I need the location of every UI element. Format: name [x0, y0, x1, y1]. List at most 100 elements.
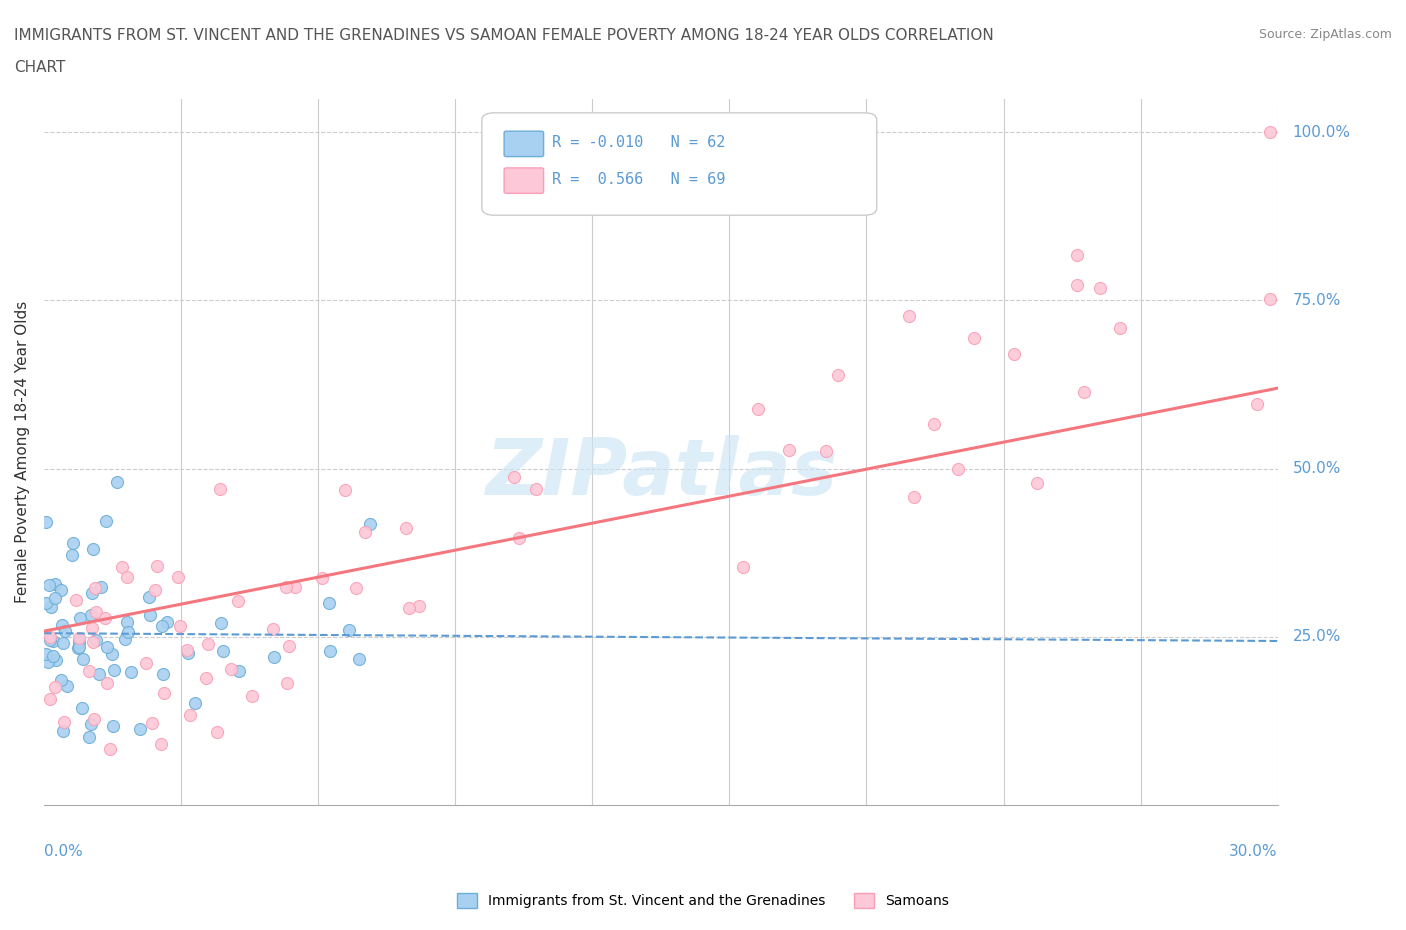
Point	[96, 675, 118, 690]
Point	[1090, 281, 1112, 296]
Point	[177, 645, 200, 660]
Point	[52, 636, 75, 651]
Point	[117, 625, 139, 640]
Point	[51, 618, 73, 632]
Point	[42, 633, 65, 648]
Point	[65, 593, 87, 608]
Point	[69, 611, 91, 626]
Point	[1246, 397, 1268, 412]
Text: 75.0%: 75.0%	[1292, 293, 1341, 308]
Point	[103, 662, 125, 677]
Point	[62, 536, 84, 551]
Point	[53, 715, 76, 730]
Text: 0.0%: 0.0%	[44, 844, 83, 858]
FancyBboxPatch shape	[505, 168, 544, 193]
Point	[333, 483, 356, 498]
Point	[219, 662, 242, 677]
Point	[778, 443, 800, 458]
Text: IMMIGRANTS FROM ST. VINCENT AND THE GRENADINES VS SAMOAN FEMALE POVERTY AMONG 18: IMMIGRANTS FROM ST. VINCENT AND THE GREN…	[14, 28, 994, 43]
Point	[82, 542, 104, 557]
Point	[39, 692, 62, 707]
Point	[103, 719, 125, 734]
Point	[398, 600, 420, 615]
Point	[44, 680, 66, 695]
Point	[82, 620, 104, 635]
Point	[67, 631, 90, 645]
Point	[145, 583, 167, 598]
Point	[1258, 291, 1281, 306]
FancyBboxPatch shape	[505, 131, 544, 156]
Point	[135, 656, 157, 671]
Point	[146, 558, 169, 573]
Point	[82, 586, 104, 601]
Point	[946, 461, 969, 476]
Text: 30.0%: 30.0%	[1229, 844, 1278, 858]
Point	[44, 591, 66, 605]
Point	[72, 700, 94, 715]
Point	[815, 444, 838, 458]
Point	[42, 648, 65, 663]
Point	[35, 596, 58, 611]
Point	[35, 515, 58, 530]
Point	[1073, 385, 1095, 400]
FancyBboxPatch shape	[482, 113, 877, 215]
Point	[276, 675, 298, 690]
Point	[66, 640, 89, 655]
Point	[138, 590, 160, 604]
Point	[263, 650, 285, 665]
Point	[89, 667, 111, 682]
Point	[1258, 125, 1281, 140]
Point	[51, 672, 73, 687]
Point	[503, 470, 526, 485]
Point	[150, 737, 173, 751]
Point	[184, 696, 207, 711]
Point	[1066, 247, 1088, 262]
Point	[167, 569, 190, 584]
Point	[96, 640, 118, 655]
Point	[903, 490, 925, 505]
Point	[128, 722, 150, 737]
Point	[347, 651, 370, 666]
Point	[105, 474, 128, 489]
Point	[524, 482, 547, 497]
Point	[72, 652, 94, 667]
Text: R =  0.566   N = 69: R = 0.566 N = 69	[553, 172, 725, 188]
Text: R = -0.010   N = 62: R = -0.010 N = 62	[553, 135, 725, 150]
Point	[152, 666, 174, 681]
Point	[45, 653, 67, 668]
Point	[38, 578, 60, 592]
Legend: Immigrants from St. Vincent and the Grenadines, Samoans: Immigrants from St. Vincent and the Gren…	[451, 888, 955, 914]
Text: ZIPatlas: ZIPatlas	[485, 435, 837, 511]
Point	[82, 634, 104, 649]
Point	[115, 614, 138, 629]
Point	[344, 580, 367, 595]
Text: 25.0%: 25.0%	[1292, 630, 1341, 644]
Point	[84, 580, 107, 595]
Point	[115, 569, 138, 584]
Text: 100.0%: 100.0%	[1292, 125, 1351, 140]
Point	[395, 521, 418, 536]
Point	[1026, 475, 1049, 490]
Point	[1066, 278, 1088, 293]
Point	[84, 604, 107, 619]
Point	[44, 576, 66, 591]
Point	[41, 600, 63, 615]
Point	[49, 583, 72, 598]
Text: CHART: CHART	[14, 60, 66, 75]
Point	[141, 715, 163, 730]
Point	[353, 525, 375, 539]
Point	[35, 646, 58, 661]
Point	[1002, 346, 1025, 361]
Point	[114, 631, 136, 646]
Point	[83, 711, 105, 726]
Point	[897, 309, 920, 324]
Point	[169, 618, 191, 633]
Point	[226, 593, 249, 608]
Point	[209, 616, 232, 631]
Point	[209, 482, 232, 497]
Point	[120, 665, 142, 680]
Point	[205, 724, 228, 739]
Point	[963, 330, 986, 345]
Point	[153, 686, 176, 701]
Text: Source: ZipAtlas.com: Source: ZipAtlas.com	[1258, 28, 1392, 41]
